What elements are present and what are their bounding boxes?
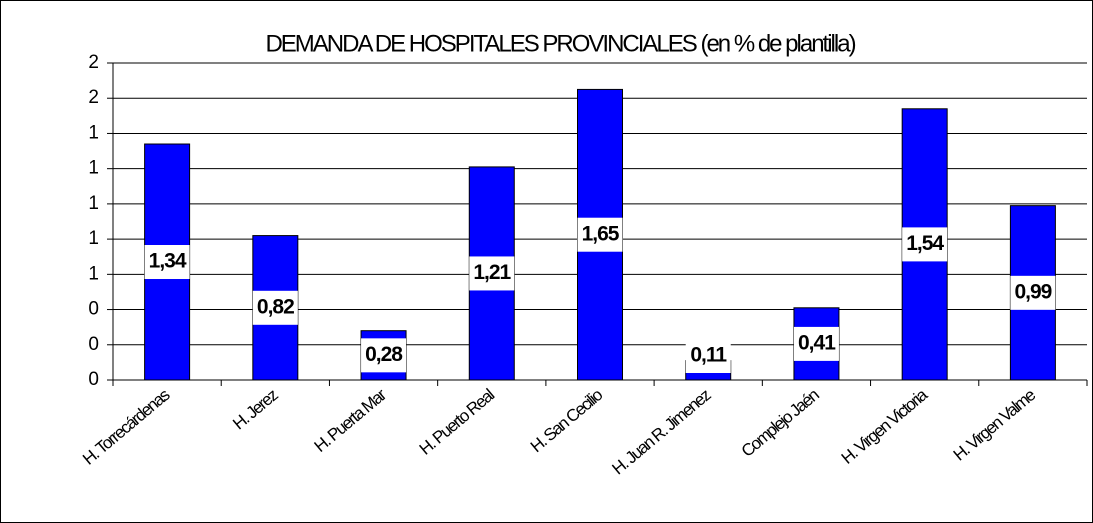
y-tick-label: 1 [88,228,99,249]
y-tick-label: 0 [88,334,99,355]
value-label-bg [144,245,190,280]
y-tick-label: 1 [88,193,99,214]
y-tick-label: 0 [88,369,99,390]
y-tick-label: 2 [88,52,99,73]
y-tick-label: 2 [88,87,99,108]
y-tick-label: 0 [88,299,99,320]
value-label: 0,28 [365,343,403,366]
value-label: 0,41 [798,331,836,354]
value-label-bg [685,339,731,373]
value-label-bg [1010,275,1056,310]
value-label: 1,34 [149,250,187,273]
y-tick-label: 1 [88,158,99,179]
value-label-bg [793,326,839,361]
value-label-bg [361,338,407,373]
value-label-bg [252,290,298,325]
value-label-bg [577,217,623,252]
value-label: 1,21 [473,261,511,284]
value-label: 0,11 [690,344,727,367]
value-label: 0,99 [1014,280,1051,303]
y-tick-label: 1 [88,122,99,143]
y-tick-label: 1 [88,263,99,284]
value-label: 1,54 [906,232,944,255]
value-label-bg [902,227,948,262]
value-label: 0,82 [257,295,294,318]
value-label-bg [469,256,515,291]
value-label: 1,65 [582,222,620,245]
chart-title: DEMANDA DE HOSPITALES PROVINCIALES (en %… [265,30,855,57]
